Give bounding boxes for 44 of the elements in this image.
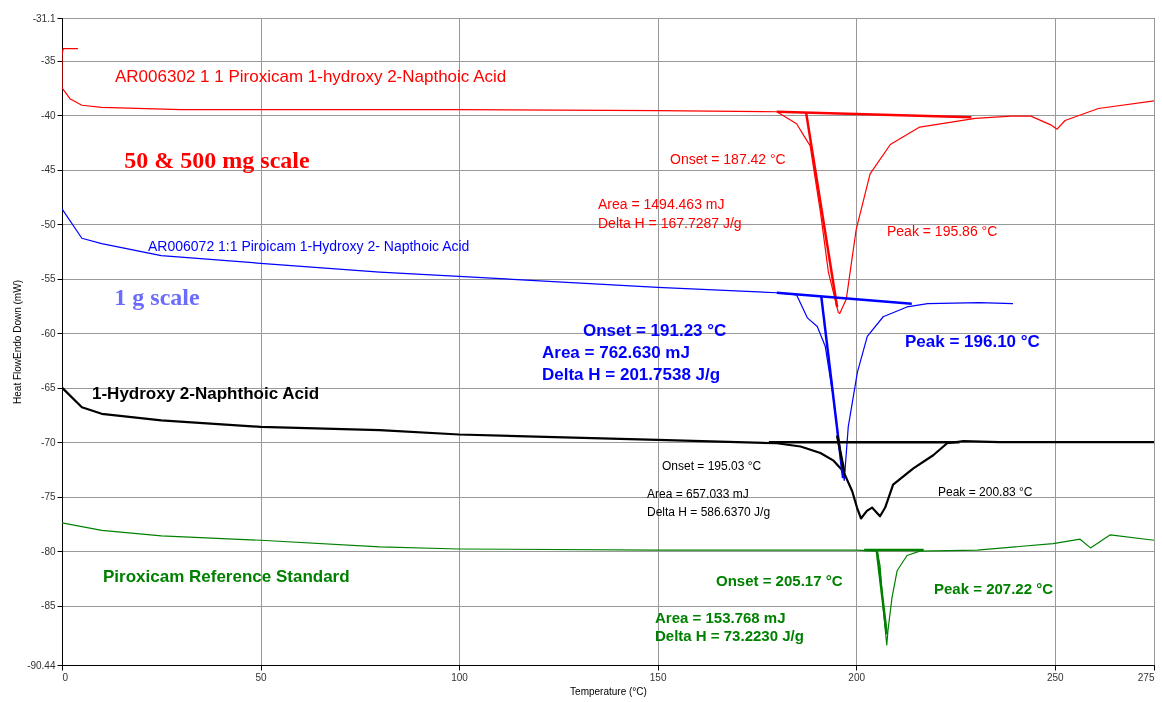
y-tick-label: -50 [41, 218, 56, 230]
annotation: Area = 1494.463 mJ [598, 196, 725, 212]
y-tick-label: -85 [41, 600, 56, 612]
series-label: AR006302 1 1 Piroxicam 1-hydroxy 2-Napthoic Acid [115, 67, 507, 86]
x-tick-label: 0 [62, 671, 69, 683]
annotation: Onset = 195.03 °C [662, 459, 762, 473]
annotation: Delta H = 73.2230 J/g [655, 627, 804, 644]
annotation: Onset = 191.23 °C [583, 321, 727, 340]
y-tick-label: -80 [41, 545, 56, 557]
x-tick-label: 275 [1137, 671, 1155, 683]
y-tick-label: -31.1 [32, 12, 56, 24]
annotation: Area = 153.768 mJ [655, 609, 786, 626]
y-tick-label: -45 [41, 164, 56, 176]
x-tick-label: 150 [649, 671, 667, 683]
annotation: 50 & 500 mg scale [124, 147, 310, 173]
x-tick-label: 50 [255, 671, 268, 683]
y-tick-label: -90.44 [27, 659, 56, 671]
y-tick-label: -75 [41, 491, 56, 503]
annotation: Area = 657.033 mJ [647, 487, 749, 501]
annotation: Delta H = 167.7287 J/g [598, 215, 742, 231]
annotation: Peak = 195.86 °C [887, 223, 998, 239]
series-label: Piroxicam Reference Standard [103, 567, 350, 586]
annotation: 1 g scale [114, 284, 200, 310]
x-tick-label: 250 [1046, 671, 1065, 683]
annotation: Delta H = 586.6370 J/g [647, 505, 771, 519]
annotation: Onset = 205.17 °C [716, 572, 843, 589]
annotation: Area = 762.630 mJ [542, 343, 690, 362]
annotation: Delta H = 201.7538 J/g [542, 365, 721, 384]
x-axis-title: Temperature (°C) [570, 685, 647, 697]
y-tick-label: -65 [41, 382, 56, 394]
series-label: AR006072 1:1 Piroicam 1-Hydroxy 2- Napthoic Acid [148, 238, 470, 254]
x-tick-label: 100 [451, 671, 469, 683]
legend-label: 1-Hydroxy 2-Naphthoic Acid [92, 384, 320, 403]
annotation: Peak = 207.22 °C [934, 580, 1054, 597]
annotation: Onset = 187.42 °C [670, 151, 786, 167]
x-tick-label: 200 [848, 671, 866, 683]
y-tick-label: -40 [41, 109, 56, 121]
y-tick-label: -60 [41, 327, 56, 339]
annotation: Peak = 200.83 °C [938, 485, 1033, 499]
y-tick-label: -55 [41, 273, 56, 285]
y-tick-label: -70 [41, 436, 56, 448]
y-axis-title: Heat FlowEndo Down (mW) [12, 280, 24, 404]
y-tick-label: -35 [41, 55, 56, 67]
annotation: Peak = 196.10 °C [905, 332, 1040, 351]
